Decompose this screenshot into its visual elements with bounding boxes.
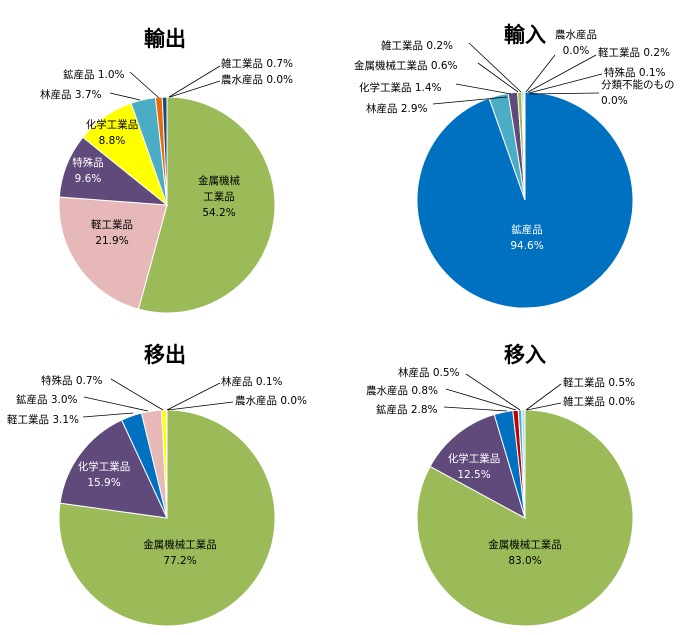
leader-line [526,402,562,411]
data-label: 化学工業品 [448,452,501,465]
data-label: 54.2% [202,207,235,219]
data-label: 分類不能のもの [601,78,675,91]
data-label: 雑工業品 0.2% [381,39,453,52]
data-label: 94.6% [510,240,543,252]
data-label: 8.8% [99,135,126,147]
data-label: 軽工業品 [91,218,133,231]
data-label: 化学工業品 1.4% [359,81,442,94]
pie-slice-化学工業品 [429,413,526,520]
leader-line [167,401,234,411]
data-label: 工業品 [203,190,235,203]
leader-line [465,373,521,411]
data-label: 林産品 0.1% [221,375,283,388]
pie-slice-化学工業品 [59,419,168,519]
leader-line [528,73,603,94]
data-label: 金属機械工業品 [143,538,217,551]
leader-line [445,388,517,411]
leader-line [109,92,141,101]
data-label: 9.6% [75,173,102,185]
leader-line [468,42,522,93]
leader-line [525,54,556,93]
chart-title: 移入 [504,343,546,367]
leader-line [166,382,221,411]
data-label: 雑工業品 0.0% [563,395,635,408]
chart-title: 輸入 [504,23,546,47]
leader-line [83,396,149,412]
leader-line [529,92,600,95]
pie-slice-林産品 [165,409,168,519]
data-label: 83.0% [508,555,541,567]
data-label: 軽工業品 0.2% [598,46,670,59]
pie-slice-特殊品 [523,91,526,201]
leader-line [525,383,562,411]
pie-slice-軽工業品 [58,196,168,310]
leader-line [455,83,512,95]
data-label: 林産品 2.9% [366,102,428,115]
data-label: 化学工業品 [78,460,131,473]
data-label: 77.2% [163,555,196,567]
data-label: 軽工業品 0.5% [563,376,635,389]
data-label: 金属機械工業品 0.6% [354,59,458,72]
chart-title: 移出 [144,343,186,367]
data-label: 金属機械工業品 [488,538,562,551]
data-label: 林産品 0.5% [398,366,460,379]
leader-line [168,65,221,98]
data-label: 15.9% [87,477,120,489]
data-label: 12.5% [457,469,490,481]
pie-slice-軽工業品 [521,409,526,519]
data-label: 農水産品 [555,28,597,41]
data-label: 農水産品 0.0% [235,394,307,407]
leader-line [129,71,160,99]
data-label: 軽工業品 3.1% [7,413,79,426]
data-label: 特殊品 0.7% [41,374,103,387]
data-label: 鉱産品 3.0% [16,393,78,406]
chart-title: 輸出 [144,27,186,51]
leader-line [432,96,508,105]
data-label: 0.0% [563,45,590,57]
leader-line [82,412,134,418]
leader-line [443,406,508,412]
data-label: 農水産品 0.0% [221,73,293,86]
leader-line [527,54,597,93]
data-label: 雑工業品 0.7% [221,57,293,70]
data-label: 0.0% [601,95,628,107]
data-label: 21.9% [95,235,128,247]
data-label: 鉱産品 2.8% [376,403,438,416]
data-label: 金属機械 [198,174,240,187]
leader-line [110,378,164,411]
data-label: 鉱産品 [511,223,543,236]
data-label: 化学工業品 [86,118,139,131]
data-label: 特殊品 [72,156,104,169]
leader-line [169,80,221,98]
data-label: 鉱産品 1.0% [63,68,125,81]
data-label: 農水産品 0.8% [366,384,438,397]
pie-slice-金属機械工業品 [137,96,276,314]
data-label: 特殊品 0.1% [604,66,666,79]
pie-slice-雑工業品 [161,96,168,206]
data-label: 林産品 3.7% [40,88,102,101]
leader-line [477,62,519,93]
